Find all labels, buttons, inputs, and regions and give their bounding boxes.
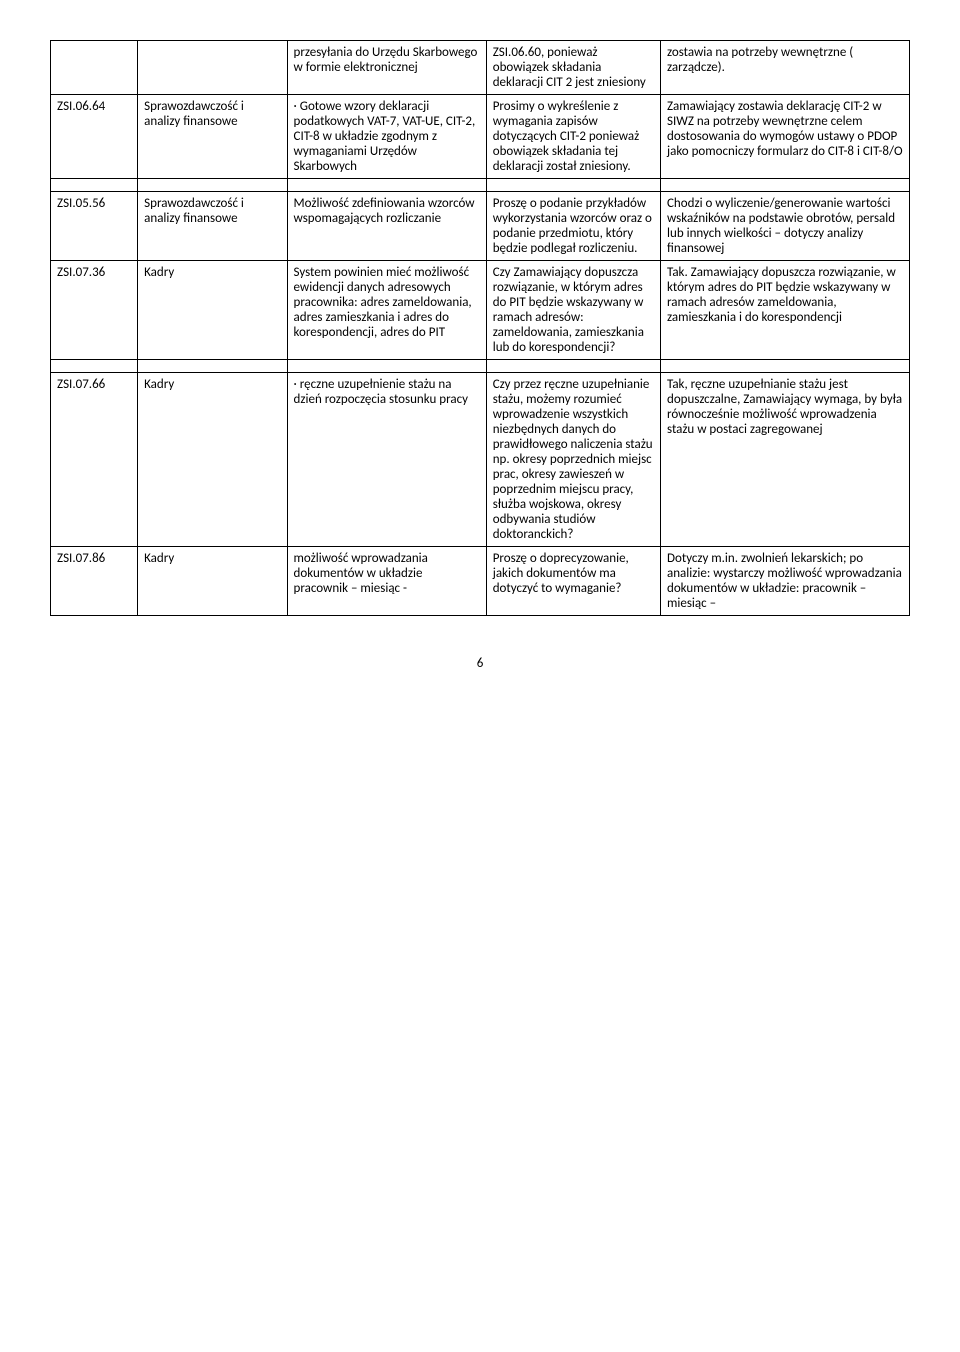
table-row: ZSI.05.56 Sprawozdawczość i analizy fina… xyxy=(51,192,910,261)
cell-category: Kadry xyxy=(138,373,287,547)
cell-category: Kadry xyxy=(138,261,287,360)
cell-id: ZSI.07.86 xyxy=(51,547,138,616)
cell-question: ZSI.06.60, ponieważ obowiązek składania … xyxy=(486,41,660,95)
cell-requirement: Możliwość zdefiniowania wzorców wspomaga… xyxy=(287,192,486,261)
cell-id: ZSI.07.66 xyxy=(51,373,138,547)
cell-category xyxy=(138,41,287,95)
cell-question: Czy Zamawiający dopuszcza rozwiązanie, w… xyxy=(486,261,660,360)
requirements-table: przesyłania do Urzędu Skarbowego w formi… xyxy=(50,40,910,616)
cell-category: Kadry xyxy=(138,547,287,616)
cell-requirement: System powinien mieć możliwość ewidencji… xyxy=(287,261,486,360)
page-number: 6 xyxy=(50,656,910,671)
table-row: przesyłania do Urzędu Skarbowego w formi… xyxy=(51,41,910,95)
cell-id: ZSI.07.36 xyxy=(51,261,138,360)
section-gap xyxy=(51,360,910,373)
cell-answer: Tak, ręczne uzupełnianie stażu jest dopu… xyxy=(661,373,910,547)
cell-id: ZSI.06.64 xyxy=(51,95,138,179)
section-gap xyxy=(51,179,910,192)
cell-requirement: · Gotowe wzory deklaracji podatkowych VA… xyxy=(287,95,486,179)
cell-question: Prosimy o wykreślenie z wymagania zapisó… xyxy=(486,95,660,179)
table-row: ZSI.07.36 Kadry System powinien mieć moż… xyxy=(51,261,910,360)
cell-requirement: · ręczne uzupełnienie stażu na dzień roz… xyxy=(287,373,486,547)
cell-question: Proszę o doprecyzowanie, jakich dokument… xyxy=(486,547,660,616)
cell-requirement: przesyłania do Urzędu Skarbowego w formi… xyxy=(287,41,486,95)
cell-answer: Zamawiający zostawia deklarację CIT-2 w … xyxy=(661,95,910,179)
table-row: ZSI.07.86 Kadry możliwość wprowadzania d… xyxy=(51,547,910,616)
cell-answer: Tak. Zamawiający dopuszcza rozwiązanie, … xyxy=(661,261,910,360)
cell-id xyxy=(51,41,138,95)
cell-category: Sprawozdawczość i analizy finansowe xyxy=(138,95,287,179)
table-row: ZSI.06.64 Sprawozdawczość i analizy fina… xyxy=(51,95,910,179)
table-row: ZSI.07.66 Kadry · ręczne uzupełnienie st… xyxy=(51,373,910,547)
cell-question: Czy przez ręczne uzupełnianie stażu, moż… xyxy=(486,373,660,547)
cell-id: ZSI.05.56 xyxy=(51,192,138,261)
cell-answer: Dotyczy m.in. zwolnień lekarskich; po an… xyxy=(661,547,910,616)
cell-answer: Chodzi o wyliczenie/generowanie wartości… xyxy=(661,192,910,261)
cell-requirement: możliwość wprowadzania dokumentów w ukła… xyxy=(287,547,486,616)
cell-answer: zostawia na potrzeby wewnętrzne ( zarząd… xyxy=(661,41,910,95)
cell-question: Proszę o podanie przykładów wykorzystani… xyxy=(486,192,660,261)
cell-category: Sprawozdawczość i analizy finansowe xyxy=(138,192,287,261)
